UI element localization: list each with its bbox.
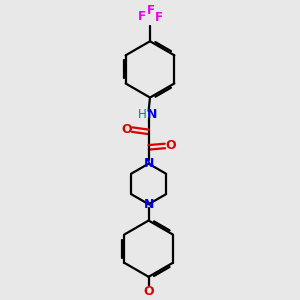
Text: F: F [138,10,146,23]
Text: N: N [143,157,154,170]
Text: H: H [138,108,147,121]
Text: F: F [155,11,163,24]
Text: O: O [121,123,132,136]
Text: F: F [147,4,155,17]
Text: O: O [165,139,176,152]
Text: N: N [147,108,157,121]
Text: O: O [144,285,154,298]
Text: N: N [143,198,154,211]
